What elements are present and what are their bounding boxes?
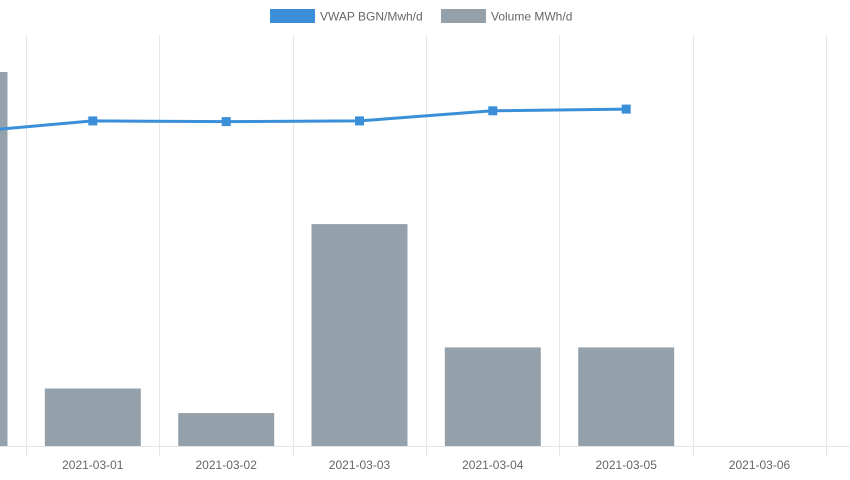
- legend-label-volume: Volume MWh/d: [491, 10, 572, 24]
- bar-2021-02-28: [0, 72, 8, 446]
- x-tick-label: 2021-03-03: [329, 458, 391, 472]
- x-tick-label: 2021-03-05: [596, 458, 658, 472]
- x-tick-label: 2021-03-04: [462, 458, 524, 472]
- x-axis: 2021-03-01 2021-03-02 2021-03-03 2021-03-04…: [0, 446, 850, 472]
- x-tick-label: 2021-03-06: [729, 458, 791, 472]
- x-tick-label: 2021-03-02: [196, 458, 258, 472]
- grid-lines: [26, 35, 827, 456]
- legend-label-vwap: VWAP BGN/Mwh/d: [320, 10, 423, 24]
- vwap-point-2021-03-02: [221, 117, 231, 127]
- volume-bars: [0, 72, 675, 446]
- vwap-line: [0, 104, 631, 131]
- vwap-point-2021-03-04: [488, 106, 498, 116]
- bar-2021-03-01: [44, 388, 141, 446]
- vwap-line-path: [0, 107, 627, 131]
- legend-swatch-volume: [441, 9, 486, 23]
- bar-2021-03-02: [178, 413, 275, 446]
- bar-2021-03-03: [311, 224, 408, 446]
- legend: VWAP BGN/Mwh/d Volume MWh/d: [270, 9, 572, 24]
- vwap-point-2021-03-03: [355, 116, 364, 126]
- legend-swatch-vwap: [270, 9, 315, 23]
- vwap-point-2021-03-01: [88, 116, 98, 126]
- bar-2021-03-04: [444, 347, 541, 446]
- bar-2021-03-05: [578, 347, 675, 446]
- x-tick-label: 2021-03-01: [62, 458, 124, 472]
- vwap-point-2021-03-05: [621, 104, 631, 114]
